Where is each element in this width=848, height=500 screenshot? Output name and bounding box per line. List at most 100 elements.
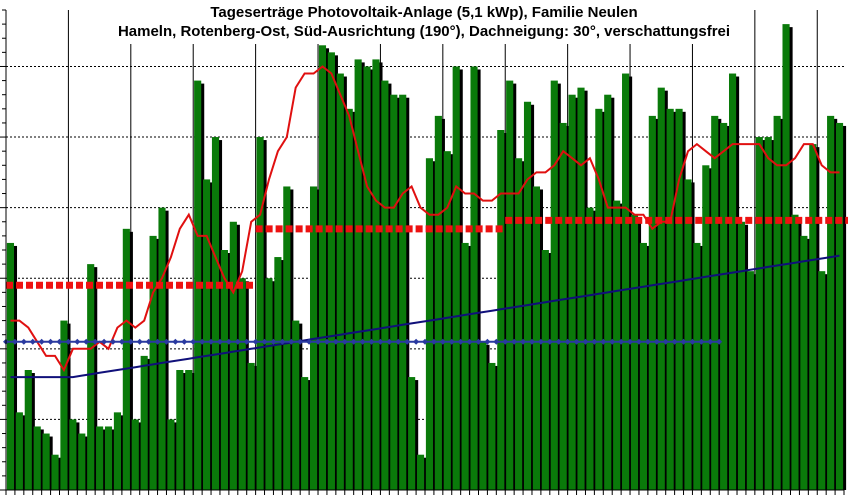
moving-average-line [10, 65, 840, 373]
bar [390, 94, 398, 491]
bar [372, 59, 380, 490]
bar [336, 73, 344, 490]
bar [666, 108, 674, 490]
reference-line-marker [618, 338, 625, 345]
bar [6, 242, 15, 490]
reference-line-marker [288, 338, 295, 345]
reference-line-marker [261, 338, 268, 345]
bar [256, 137, 264, 490]
reference-line-marker [475, 338, 482, 345]
bar [515, 158, 523, 490]
reference-line-marker [653, 338, 660, 345]
bar [452, 66, 460, 491]
bar [122, 228, 130, 490]
bar [835, 122, 844, 491]
reference-line-marker [493, 338, 500, 345]
reference-line-marker [136, 338, 143, 345]
bar [684, 179, 692, 491]
bar [42, 433, 50, 490]
reference-line-marker [92, 338, 99, 345]
bar [827, 115, 835, 490]
bar [149, 235, 157, 490]
bar [586, 207, 594, 490]
bar [479, 341, 487, 490]
bar [158, 207, 166, 490]
reference-line-marker [413, 338, 420, 345]
reference-line-marker [635, 338, 642, 345]
reference-line-marker [350, 338, 357, 345]
bar [96, 426, 104, 490]
reference-line-marker [83, 338, 90, 345]
reference-line-marker [386, 338, 393, 345]
reference-line-marker [689, 338, 696, 345]
bar [238, 278, 246, 490]
reference-line-marker [234, 338, 241, 345]
reference-line-marker [573, 338, 580, 345]
reference-line-marker [520, 338, 527, 345]
bar [220, 250, 228, 490]
bar [408, 377, 416, 490]
reference-line-marker [145, 338, 152, 345]
reference-line-marker [297, 338, 304, 345]
reference-line-marker [163, 338, 170, 345]
reference-line-marker [101, 338, 108, 345]
reference-line-marker [537, 338, 544, 345]
bar [24, 370, 32, 490]
bar [211, 137, 220, 490]
reference-line-marker [457, 338, 464, 345]
reference-line-marker [341, 338, 348, 345]
bar [541, 250, 549, 490]
bar [532, 186, 541, 490]
bar [265, 278, 273, 490]
bar [470, 66, 478, 491]
reference-line-marker [38, 338, 45, 345]
bar [559, 122, 567, 491]
reference-line-marker [395, 338, 402, 345]
bar [577, 87, 585, 490]
bar [443, 151, 451, 491]
bar [675, 108, 683, 490]
bar [167, 419, 175, 490]
title-background [120, 0, 740, 44]
reference-line-marker [172, 338, 179, 345]
reference-line-marker [644, 338, 651, 345]
reference-line-marker [47, 338, 54, 345]
bar [773, 115, 781, 490]
reference-line-marker [528, 338, 535, 345]
bar [434, 115, 442, 490]
reference-line-marker [359, 338, 366, 345]
cumulative-average-line [10, 254, 840, 379]
reference-line-marker [716, 338, 723, 345]
bar [60, 320, 68, 490]
bar [630, 214, 639, 491]
bar [229, 221, 237, 490]
reference-line-marker [243, 338, 250, 345]
reference-line-marker [511, 338, 518, 345]
reference-line-marker [484, 338, 491, 345]
bar [51, 454, 59, 490]
bar [488, 362, 496, 490]
reference-line-marker [564, 338, 571, 345]
bar [809, 144, 817, 490]
reference-line-marker [154, 338, 161, 345]
reference-line-marker [698, 338, 705, 345]
bar [327, 52, 335, 491]
bar [140, 355, 148, 490]
bar [648, 115, 656, 490]
bar [354, 59, 362, 490]
bar [33, 426, 41, 490]
bar [720, 122, 728, 491]
reference-line-marker [332, 338, 339, 345]
bar [203, 179, 211, 491]
bar [301, 377, 309, 490]
reference-line-marker [127, 338, 134, 345]
reference-line-marker [430, 338, 437, 345]
reference-line-marker [368, 338, 375, 345]
reference-line-marker [252, 338, 259, 345]
reference-line-marker [11, 338, 18, 345]
axes [0, 9, 845, 495]
reference-line-marker [190, 338, 197, 345]
bar [523, 101, 532, 490]
bar [425, 158, 434, 490]
bar [755, 137, 763, 490]
